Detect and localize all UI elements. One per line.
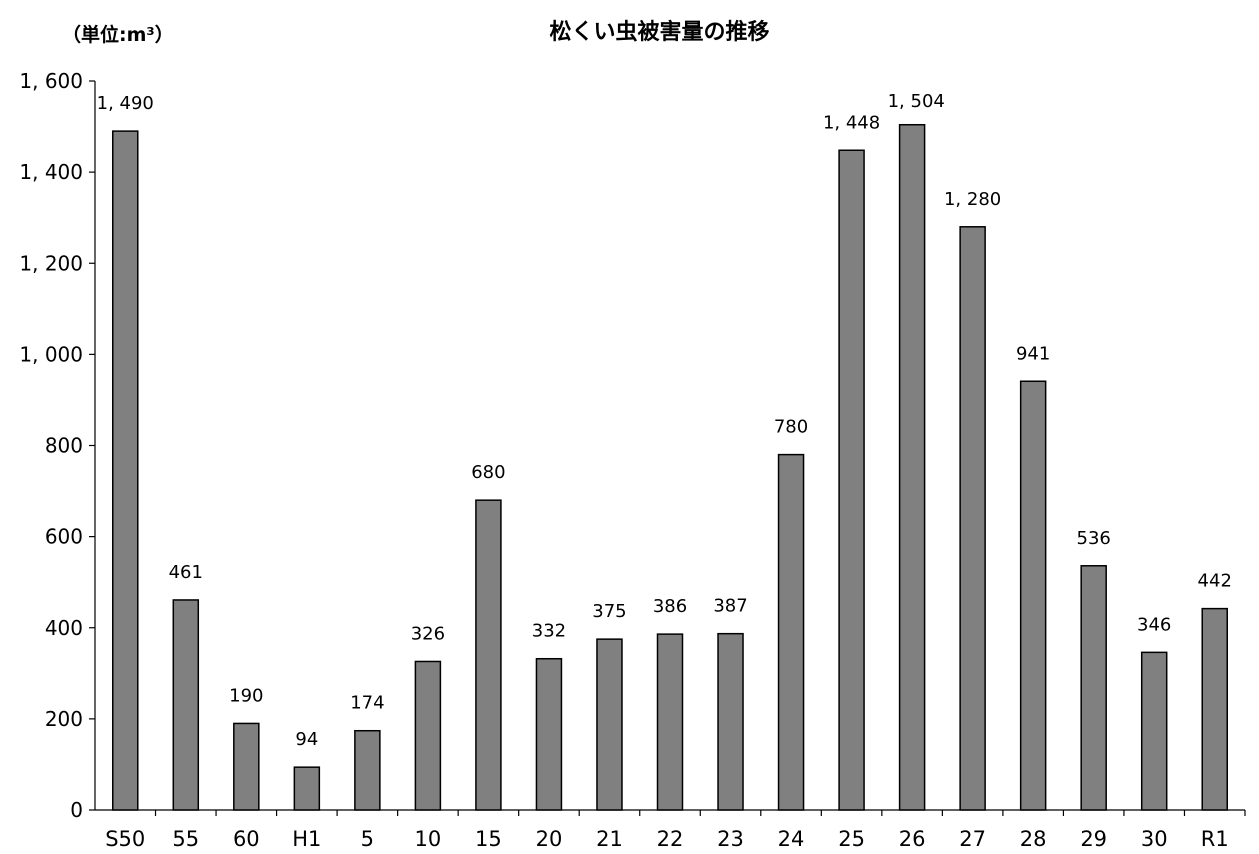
bar <box>233 722 260 811</box>
bar <box>414 660 442 811</box>
bars <box>112 123 1228 811</box>
data-label: 1, 448 <box>823 112 880 133</box>
bar <box>777 453 805 811</box>
bar <box>898 123 926 811</box>
x-tick-label: S50 <box>105 827 145 851</box>
x-tick-label: 26 <box>899 827 926 851</box>
data-label: 680 <box>471 462 505 483</box>
bar <box>1140 651 1168 811</box>
chart-title: 松くい虫被害量の推移 <box>549 20 770 45</box>
x-tick-label: 20 <box>536 827 563 851</box>
x-tick-label: 10 <box>415 827 442 851</box>
x-tick-label: 60 <box>233 827 260 851</box>
x-tick-label: 24 <box>778 827 805 851</box>
data-label: 387 <box>713 596 747 617</box>
x-tick-label: 25 <box>838 827 865 851</box>
data-label: 346 <box>1137 614 1171 635</box>
data-label: 1, 504 <box>888 91 945 112</box>
bar <box>1201 607 1228 811</box>
bar <box>535 657 563 811</box>
bar <box>1080 565 1107 811</box>
x-tick-label: R1 <box>1201 827 1229 851</box>
data-label: 375 <box>592 601 626 622</box>
data-label: 190 <box>229 685 263 706</box>
bar <box>354 729 381 811</box>
data-label: 1, 280 <box>944 189 1001 210</box>
x-tick-label: 30 <box>1141 827 1168 851</box>
x-tick-label: H1 <box>292 827 321 851</box>
data-label: 326 <box>411 623 445 644</box>
data-label: 536 <box>1077 528 1111 549</box>
bar <box>656 633 684 811</box>
bar <box>959 226 986 811</box>
y-tick-label: 1, 200 <box>19 251 83 275</box>
bar <box>717 632 744 811</box>
bar <box>838 149 865 811</box>
x-tick-label: 23 <box>717 827 744 851</box>
data-label: 442 <box>1198 571 1232 592</box>
data-labels: 1, 490 461 190 94 174 326 680 332 375 386 387 780 1,… <box>97 91 1232 750</box>
x-tick-label: 21 <box>596 827 623 851</box>
bar <box>172 599 200 811</box>
bar <box>475 499 502 811</box>
y-tick-label: 800 <box>45 434 83 458</box>
data-label: 941 <box>1016 343 1050 364</box>
y-tick-label: 1, 400 <box>19 160 83 184</box>
x-tick-label: 29 <box>1080 827 1107 851</box>
y-tick-label: 200 <box>45 707 83 731</box>
axes: 0 200 400 600 800 1, 000 1, 200 1, 400 1, 600 S50… <box>19 69 1246 851</box>
bar <box>293 766 321 811</box>
x-tick-label: 28 <box>1020 827 1047 851</box>
unit-label: （単位:m³） <box>62 24 174 46</box>
data-label: 780 <box>774 417 808 438</box>
y-tick-label: 400 <box>45 616 83 640</box>
bar <box>112 130 139 811</box>
y-tick-label: 0 <box>70 798 83 822</box>
data-label: 174 <box>350 693 384 714</box>
x-tick-label: 15 <box>475 827 502 851</box>
x-tick-label: 27 <box>959 827 986 851</box>
bar <box>596 638 623 811</box>
data-label: 461 <box>169 562 203 583</box>
data-label: 386 <box>653 596 687 617</box>
y-tick-label: 1, 600 <box>19 69 83 93</box>
y-tick-label: 1, 000 <box>19 342 83 366</box>
data-label: 94 <box>295 729 318 750</box>
y-tick-label: 600 <box>45 525 83 549</box>
data-label: 332 <box>532 621 566 642</box>
data-label: 1, 490 <box>97 93 154 114</box>
x-tick-label: 22 <box>657 827 684 851</box>
bar <box>1019 380 1047 811</box>
x-tick-label: 55 <box>172 827 199 851</box>
x-tick-label: 5 <box>361 827 374 851</box>
